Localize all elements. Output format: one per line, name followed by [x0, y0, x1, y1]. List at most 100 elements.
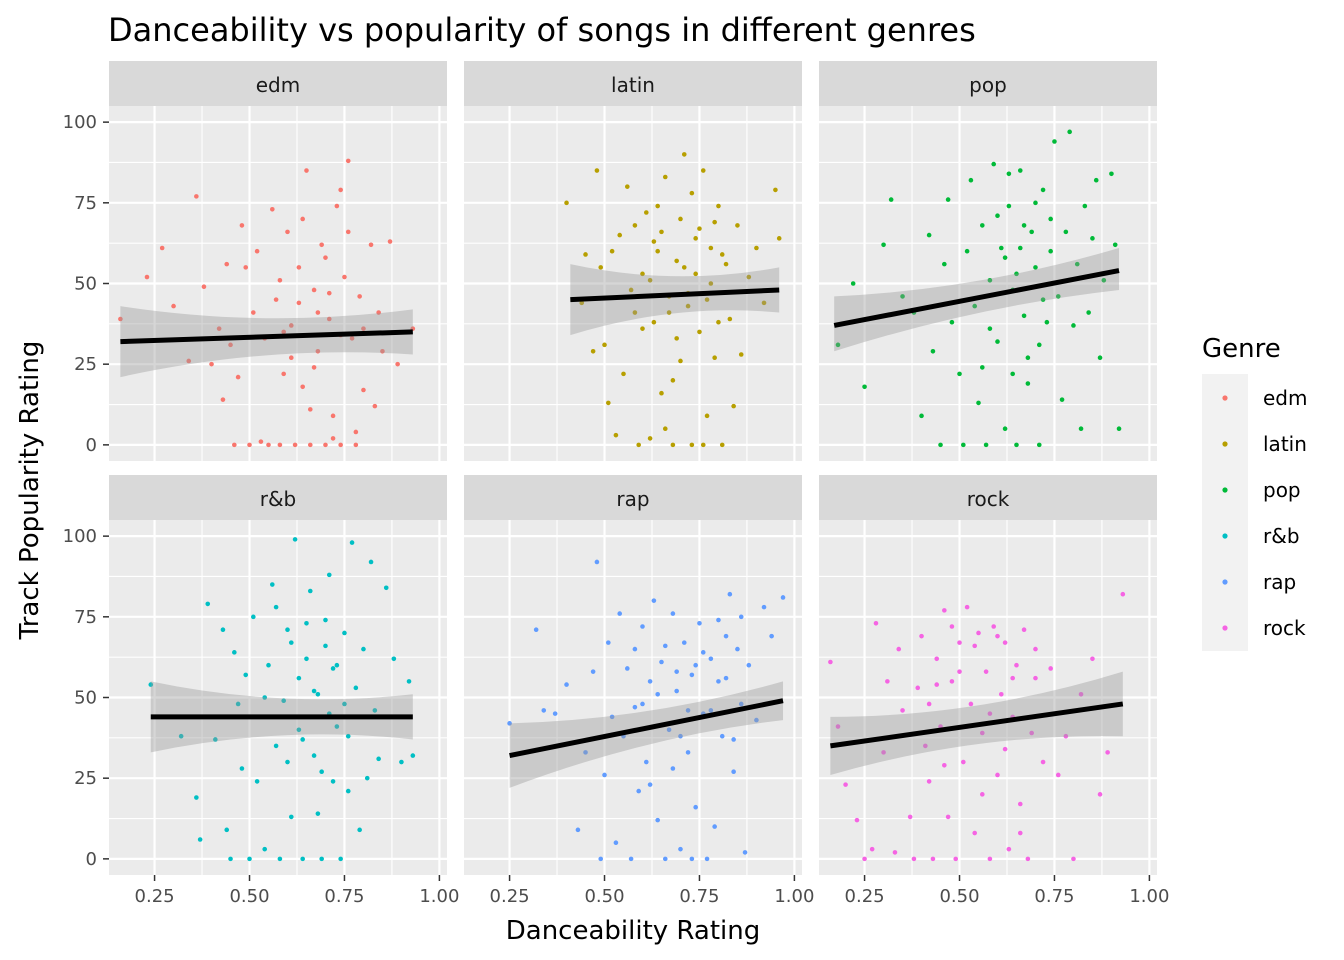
data-point — [292, 442, 298, 448]
data-point — [296, 265, 302, 270]
data-point — [1055, 772, 1061, 778]
x-tick-label: 0.50 — [584, 886, 624, 907]
data-point — [361, 326, 366, 331]
data-point — [881, 242, 886, 248]
data-point — [507, 721, 512, 726]
facet-strip-label: rap — [616, 487, 649, 511]
data-point — [541, 708, 547, 713]
data-point — [881, 750, 886, 755]
data-point — [961, 759, 966, 765]
data-point — [617, 232, 623, 238]
facet-panels: edm 0 25 50 75 100 latin pop r&b 0 25 50 75 100 0.25 0.… — [63, 61, 1169, 907]
data-point — [942, 608, 947, 613]
data-point — [1017, 168, 1023, 173]
data-point — [742, 850, 748, 855]
data-point — [945, 197, 951, 202]
data-point — [254, 248, 260, 254]
data-point — [338, 856, 343, 862]
data-point — [761, 604, 767, 610]
data-point — [991, 161, 996, 167]
data-point — [1082, 203, 1088, 209]
data-point — [727, 591, 733, 597]
data-point — [300, 856, 305, 862]
data-point — [251, 614, 256, 620]
data-point — [357, 827, 362, 833]
data-point — [945, 814, 951, 820]
data-point — [1021, 313, 1027, 319]
data-point — [319, 769, 324, 775]
data-point — [1010, 675, 1015, 681]
data-point — [915, 685, 921, 691]
data-point — [930, 856, 936, 862]
data-point — [942, 261, 947, 267]
data-point — [942, 762, 947, 768]
data-point — [647, 782, 653, 787]
data-point — [239, 766, 245, 771]
data-point — [323, 255, 328, 260]
data-point — [342, 701, 347, 707]
data-point — [854, 817, 860, 823]
data-point — [564, 682, 569, 687]
data-point — [647, 277, 653, 283]
data-point — [1101, 277, 1107, 283]
x-tick-label: 0.25 — [490, 886, 530, 907]
data-point — [281, 698, 286, 704]
data-point — [754, 717, 759, 723]
data-point — [583, 750, 588, 755]
data-point — [869, 846, 875, 852]
data-point — [148, 682, 154, 687]
data-point — [1033, 265, 1038, 270]
data-point — [681, 265, 687, 270]
data-point — [1014, 271, 1019, 277]
data-point — [1086, 310, 1091, 315]
data-point — [1025, 381, 1031, 386]
data-point — [323, 442, 328, 448]
data-point — [659, 229, 664, 235]
data-point — [712, 824, 717, 829]
data-point — [731, 769, 736, 775]
data-point — [1033, 675, 1038, 681]
data-point — [364, 775, 370, 781]
data-point — [716, 617, 721, 623]
data-point — [746, 662, 752, 668]
data-point — [731, 403, 736, 409]
data-point — [357, 294, 362, 299]
data-point — [621, 371, 626, 377]
data-point — [307, 407, 313, 412]
data-point — [1048, 216, 1053, 222]
data-point — [395, 361, 400, 367]
data-point — [843, 782, 848, 787]
data-point — [991, 624, 996, 629]
legend-label: pop — [1263, 478, 1301, 502]
data-point — [907, 814, 913, 820]
data-point — [220, 397, 226, 402]
trend-line — [509, 698, 784, 759]
y-tick-label: 0 — [86, 435, 97, 456]
x-axis-title: Danceability Rating — [506, 916, 761, 946]
data-point — [304, 168, 309, 173]
legend-key-pop — [1222, 487, 1228, 493]
data-point — [594, 168, 600, 173]
data-point — [738, 614, 744, 620]
data-point — [930, 348, 936, 354]
data-point — [873, 620, 879, 626]
x-tick-label: 1.00 — [1129, 886, 1169, 907]
data-point — [712, 355, 717, 361]
data-point — [1048, 666, 1053, 671]
data-point — [636, 788, 641, 794]
data-point — [304, 656, 309, 662]
data-point — [1017, 801, 1023, 807]
data-point — [651, 319, 657, 325]
data-point — [326, 290, 332, 296]
data-point — [1078, 691, 1084, 697]
data-point — [1014, 662, 1019, 668]
data-point — [1021, 627, 1027, 633]
data-point — [613, 840, 619, 846]
x-tick-label: 0.50 — [229, 886, 269, 907]
y-tick-label: 100 — [63, 526, 97, 547]
data-point — [693, 271, 698, 277]
data-point — [953, 856, 959, 862]
facet-strip-label: r&b — [260, 487, 297, 511]
data-point — [216, 326, 222, 331]
data-point — [376, 310, 381, 315]
